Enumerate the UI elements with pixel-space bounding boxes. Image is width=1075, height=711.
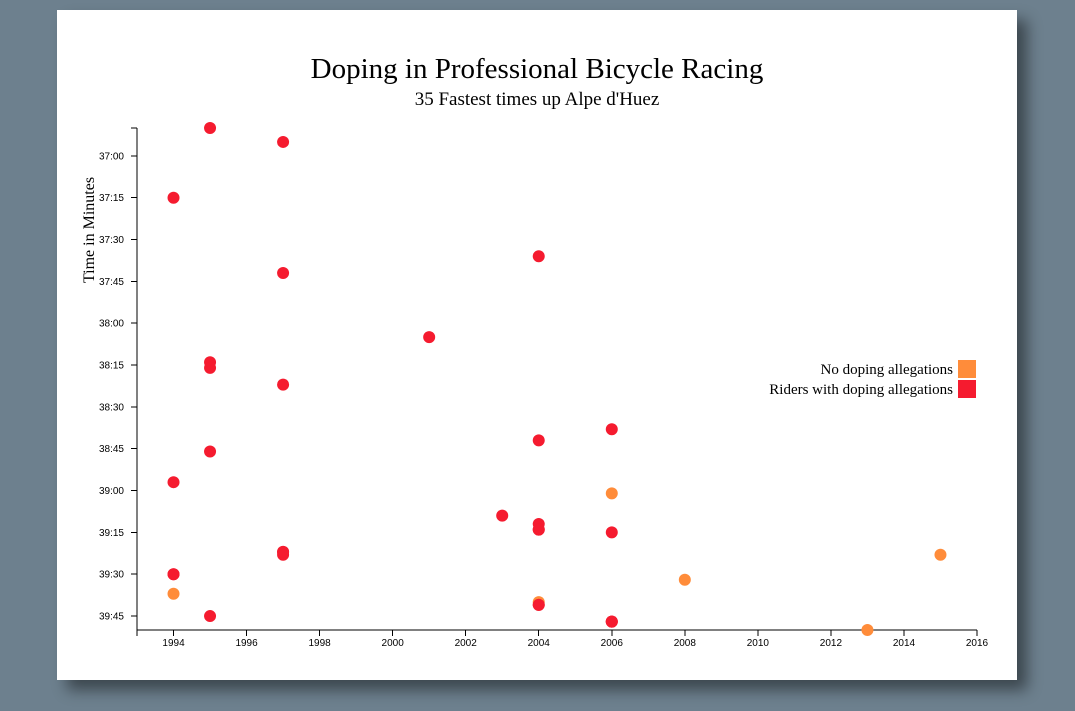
y-tick-label: 38:45 [99, 444, 124, 455]
data-point[interactable] [204, 122, 217, 134]
y-tick-label: 39:30 [99, 570, 124, 581]
chart-subtitle: 35 Fastest times up Alpe d'Huez [414, 89, 660, 110]
x-tick-label: 2016 [966, 638, 989, 649]
data-point[interactable] [605, 423, 618, 436]
legend-swatch [958, 360, 976, 378]
y-axis: 37:00 37:15 37:30 37:45 38:00 38:15 38:30 38:45… [99, 127, 138, 630]
legend-label: Riders with doping allegations [769, 382, 953, 398]
y-tick-label: 38:00 [99, 319, 124, 330]
data-point[interactable] [277, 378, 290, 391]
x-tick-label: 2006 [601, 638, 624, 649]
data-point[interactable] [167, 587, 180, 600]
y-tick-label: 38:30 [99, 402, 124, 413]
data-point[interactable] [277, 545, 290, 558]
y-tick-label: 39:15 [99, 528, 124, 539]
x-tick-label: 2014 [893, 638, 916, 649]
y-tick: 39:00 [99, 486, 137, 497]
y-tick-label: 37:30 [99, 235, 124, 246]
legend-swatch [958, 380, 976, 398]
x-axis: 1994 1996 1998 2000 2002 2004 2006 2008 2010 2012… [136, 629, 989, 649]
x-tick-label: 2008 [674, 638, 697, 649]
x-tick: 2016 [966, 630, 989, 649]
data-point[interactable] [167, 476, 180, 489]
data-point[interactable] [204, 610, 217, 623]
data-point[interactable] [167, 568, 180, 581]
data-point[interactable] [496, 509, 509, 522]
x-tick-label: 2012 [820, 638, 843, 649]
data-point[interactable] [861, 624, 874, 636]
x-tick: 2002 [455, 630, 478, 649]
data-point[interactable] [204, 361, 217, 374]
y-tick: 39:45 [99, 612, 137, 623]
y-tick: 37:15 [99, 193, 137, 204]
legend: No doping allegations Riders with doping … [769, 360, 976, 398]
data-point[interactable] [532, 598, 545, 611]
legend-item: No doping allegations [821, 360, 976, 378]
x-tick: 2008 [674, 630, 697, 649]
y-tick: 38:15 [99, 361, 137, 372]
data-point[interactable] [204, 445, 217, 458]
x-tick-label: 1996 [235, 638, 258, 649]
data-point[interactable] [423, 331, 436, 344]
y-tick: 38:30 [99, 402, 137, 413]
x-tick-label: 1994 [162, 638, 185, 649]
x-tick-label: 2004 [528, 638, 551, 649]
data-point[interactable] [277, 267, 290, 280]
x-tick: 2006 [601, 630, 624, 649]
x-tick: 1996 [235, 630, 258, 649]
data-point[interactable] [532, 250, 545, 263]
y-tick-label: 39:00 [99, 486, 124, 497]
y-tick: 39:15 [99, 528, 137, 539]
x-tick: 2014 [893, 630, 916, 649]
data-point[interactable] [678, 573, 691, 586]
data-point[interactable] [605, 615, 618, 628]
chart-title: Doping in Professional Bicycle Racing [310, 53, 764, 85]
chart-card: Doping in Professional Bicycle Racing 35… [57, 10, 1017, 680]
x-tick-label: 2000 [382, 638, 405, 649]
data-points [167, 122, 947, 636]
y-tick-label: 37:00 [99, 151, 124, 162]
x-tick-label: 2002 [455, 638, 478, 649]
x-tick: 2010 [747, 630, 770, 649]
y-axis-label: Time in Minutes [81, 177, 98, 283]
x-tick-label: 1998 [308, 638, 331, 649]
y-tick-label: 39:45 [99, 612, 124, 623]
y-tick: 38:00 [99, 319, 137, 330]
scatter-plot: 1994 1996 1998 2000 2002 2004 2006 2008 2010 2012… [81, 122, 989, 649]
y-tick: 37:30 [99, 235, 137, 246]
data-point[interactable] [167, 191, 180, 204]
data-point[interactable] [605, 487, 618, 500]
data-point[interactable] [934, 548, 947, 561]
y-tick-label: 38:15 [99, 361, 124, 372]
data-point[interactable] [532, 523, 545, 536]
y-tick: 39:30 [99, 570, 137, 581]
x-tick: 2000 [382, 630, 405, 649]
x-tick: 1994 [162, 630, 185, 649]
x-tick: 1998 [308, 630, 331, 649]
data-point[interactable] [277, 135, 290, 148]
x-tick: 2012 [820, 630, 843, 649]
data-point[interactable] [605, 526, 618, 539]
legend-label: No doping allegations [821, 362, 954, 378]
y-tick: 37:45 [99, 277, 137, 288]
y-tick: 38:45 [99, 444, 137, 455]
legend-item: Riders with doping allegations [769, 380, 976, 398]
x-tick: 2004 [528, 630, 551, 649]
y-tick: 37:00 [99, 151, 137, 162]
y-tick-label: 37:15 [99, 193, 124, 204]
x-tick-label: 2010 [747, 638, 770, 649]
y-tick-label: 37:45 [99, 277, 124, 288]
data-point[interactable] [532, 434, 545, 447]
